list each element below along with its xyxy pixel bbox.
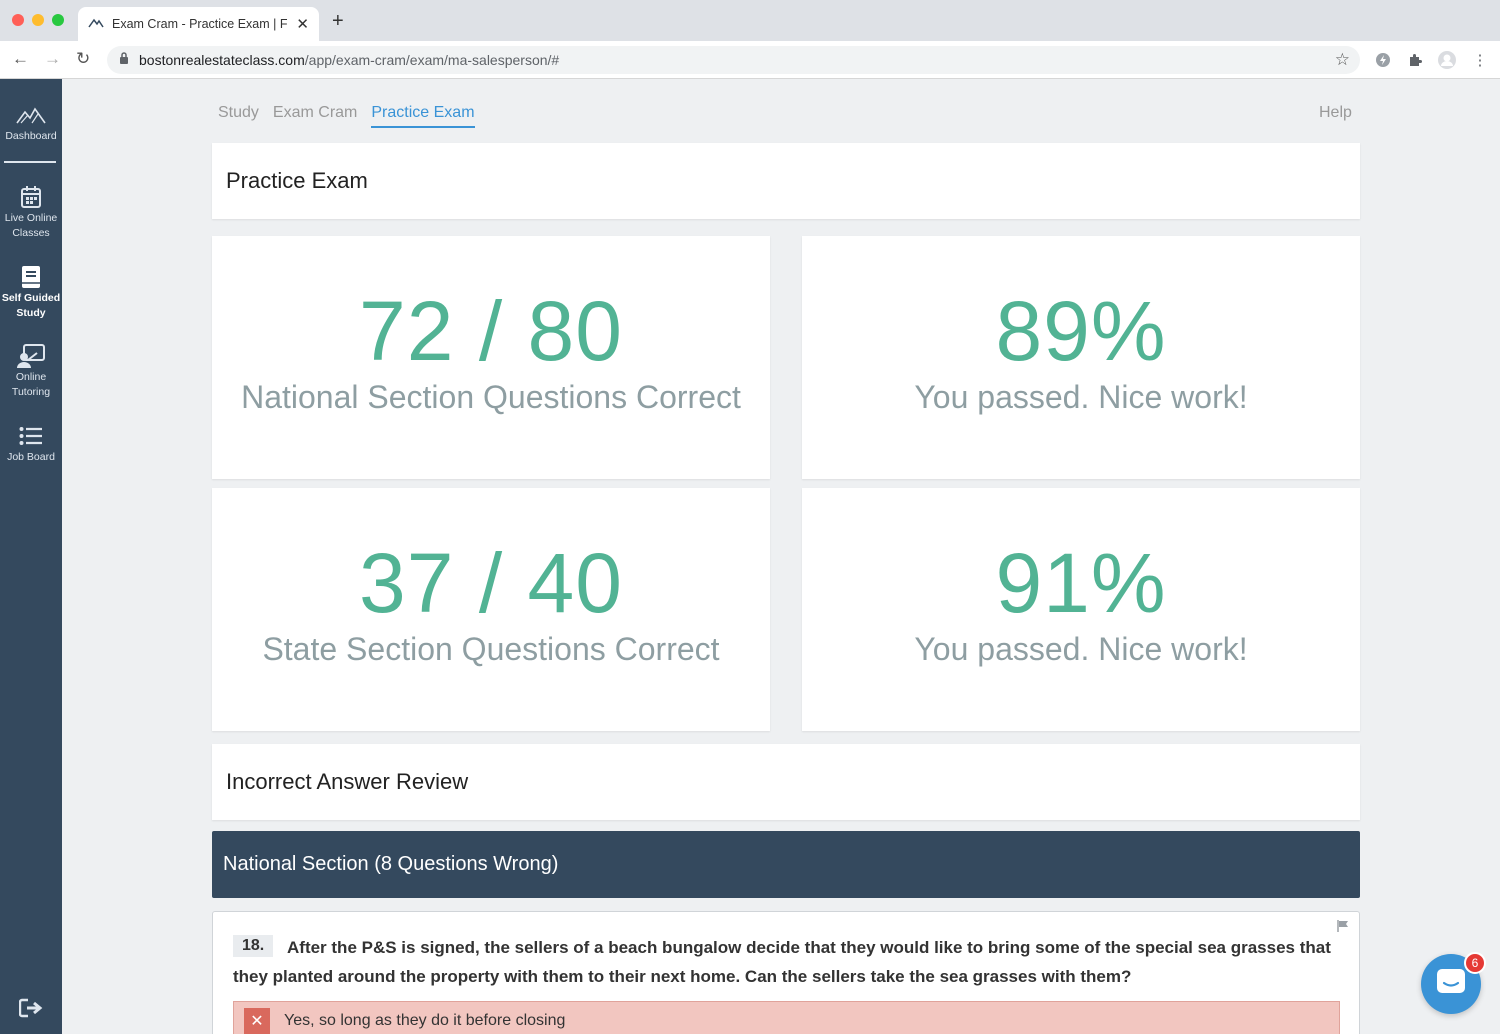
mountain-logo-icon: [16, 101, 46, 129]
national-score: 72 / 80: [359, 284, 623, 378]
sidebar-item-label: Job Board: [7, 451, 55, 463]
question-text: After the P&S is signed, the sellers of …: [233, 938, 1331, 986]
browser-toolbar: ← → ↻ bostonrealestateclass.com/app/exam…: [0, 41, 1500, 79]
section-title: National Section (8 Questions Wrong): [223, 853, 559, 875]
sidebar-item-self-guided-study[interactable]: Self Guided Study: [0, 263, 62, 321]
sidebar-item-label: Online Tutoring: [11, 371, 51, 398]
wrong-x-icon: ✕: [244, 1008, 270, 1034]
forward-icon[interactable]: →: [44, 49, 61, 68]
reload-icon[interactable]: ↻: [76, 49, 91, 68]
browser-tab[interactable]: Exam Cram - Practice Exam | F ✕: [78, 7, 319, 41]
profile-avatar-icon[interactable]: [1437, 50, 1457, 70]
national-pass-message: You passed. Nice work!: [914, 379, 1248, 415]
state-percent-card: 91% You passed. Nice work!: [802, 488, 1360, 731]
window-close-button[interactable]: [12, 14, 24, 26]
state-pass-message: You passed. Nice work!: [914, 631, 1248, 667]
bookmark-star-icon[interactable]: ☆: [1334, 50, 1350, 69]
sidebar-divider: [4, 161, 56, 163]
sidebar-item-label: Dashboard: [5, 130, 57, 142]
app-sidebar: Dashboard Live Online Classes Self Guide…: [0, 79, 62, 1034]
state-score-card: 37 / 40 State Section Questions Correct: [212, 488, 770, 731]
national-score-label: National Section Questions Correct: [241, 379, 741, 415]
calendar-icon: [20, 183, 42, 211]
sidebar-item-live-online-classes[interactable]: Live Online Classes: [0, 183, 62, 241]
flag-icon[interactable]: [1337, 919, 1349, 937]
sidebar-item-label: Self Guided Study: [1, 292, 61, 319]
book-icon: [21, 263, 41, 291]
extension-icon[interactable]: [1373, 50, 1393, 70]
answer-text: Yes, so long as they do it before closin…: [284, 1012, 566, 1029]
sidebar-item-online-tutoring[interactable]: Online Tutoring: [0, 342, 62, 400]
address-bar[interactable]: bostonrealestateclass.com/app/exam-cram/…: [107, 46, 1360, 74]
back-icon[interactable]: ←: [12, 49, 29, 68]
tutor-screen-icon: [17, 342, 45, 370]
tab-practice-exam[interactable]: Practice Exam: [371, 104, 475, 128]
review-header-card: Incorrect Answer Review: [212, 744, 1360, 820]
site-favicon-icon: [88, 15, 104, 33]
tab-study[interactable]: Study: [218, 104, 259, 121]
chat-unread-badge: 6: [1464, 952, 1486, 974]
state-score-label: State Section Questions Correct: [262, 631, 720, 667]
help-link[interactable]: Help: [1319, 104, 1352, 121]
tab-close-icon[interactable]: ✕: [296, 15, 309, 33]
page-header-card: Practice Exam: [212, 143, 1360, 219]
page-title: Practice Exam: [226, 168, 368, 193]
puzzle-extensions-icon[interactable]: [1405, 50, 1425, 70]
state-percent: 91%: [995, 536, 1167, 630]
window-maximize-button[interactable]: [52, 14, 64, 26]
browser-menu-icon[interactable]: ⋮: [1472, 52, 1488, 69]
sidebar-item-label: Live Online Classes: [4, 212, 58, 239]
national-section-header[interactable]: National Section (8 Questions Wrong): [212, 831, 1360, 898]
review-title: Incorrect Answer Review: [226, 769, 469, 794]
new-tab-button[interactable]: +: [332, 10, 344, 32]
national-score-card: 72 / 80 National Section Questions Corre…: [212, 236, 770, 479]
window-minimize-button[interactable]: [32, 14, 44, 26]
sidebar-item-job-board[interactable]: Job Board: [0, 422, 62, 465]
tab-exam-cram[interactable]: Exam Cram: [272, 104, 358, 121]
url-text: bostonrealestateclass.com/app/exam-cram/…: [139, 52, 560, 68]
browser-tab-bar: Exam Cram - Practice Exam | F ✕ +: [0, 0, 1500, 41]
national-percent-card: 89% You passed. Nice work!: [802, 236, 1360, 479]
question-number: 18.: [233, 935, 274, 957]
national-percent: 89%: [995, 284, 1167, 378]
incorrect-answer: ✕ Yes, so long as they do it before clos…: [233, 1001, 1340, 1034]
state-score: 37 / 40: [359, 536, 623, 630]
logout-icon[interactable]: [18, 998, 43, 1023]
question-card: After the P&S is signed, the sellers of …: [212, 911, 1360, 1034]
tab-title: Exam Cram - Practice Exam | F: [112, 17, 288, 31]
section-tabs: Study Exam Cram Practice Exam: [218, 104, 475, 128]
list-icon: [19, 422, 43, 450]
chat-icon: [1436, 968, 1466, 1001]
sidebar-item-dashboard[interactable]: Dashboard: [0, 101, 62, 144]
lock-icon: [119, 51, 129, 69]
